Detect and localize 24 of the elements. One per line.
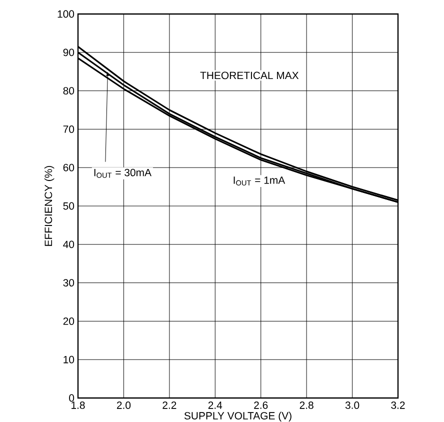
x-tick-label: 2.8 — [300, 402, 314, 409]
y-tick-label: 60 — [63, 164, 74, 172]
y-tick-label: 0 — [69, 394, 74, 402]
y-tick-label: 30 — [63, 279, 74, 287]
annotation: I$_{OUT}$ = 30mA — [94, 168, 152, 178]
y-tick-label: 90 — [63, 48, 74, 56]
x-tick-label: 2.0 — [116, 402, 131, 409]
annotation: I$_{OUT}$ = 1mA — [234, 176, 286, 186]
x-tick-label: 2.2 — [162, 402, 176, 409]
annotation: THEORETICAL MAX — [200, 72, 299, 80]
y-tick-label: 20 — [63, 318, 74, 325]
y-tick-label: 80 — [63, 87, 74, 95]
x-tick-label: 2.6 — [254, 402, 268, 409]
y-tick-label: 100 — [58, 10, 74, 18]
y-axis-title: EFFICIENCY (%) — [44, 166, 54, 246]
x-tick-label: 2.4 — [208, 402, 222, 409]
y-tick-label: 10 — [64, 356, 74, 364]
y-tick-label: 50 — [63, 202, 74, 210]
x-axis-title: SUPPLY VOLTAGE (V) — [184, 412, 292, 422]
x-tick-label: 1.8 — [72, 402, 85, 409]
x-tick-label: 3.2 — [391, 402, 405, 409]
y-tick-label: 70 — [63, 126, 74, 133]
x-tick-label: 3.0 — [345, 402, 360, 409]
y-tick-label: 40 — [63, 240, 74, 248]
